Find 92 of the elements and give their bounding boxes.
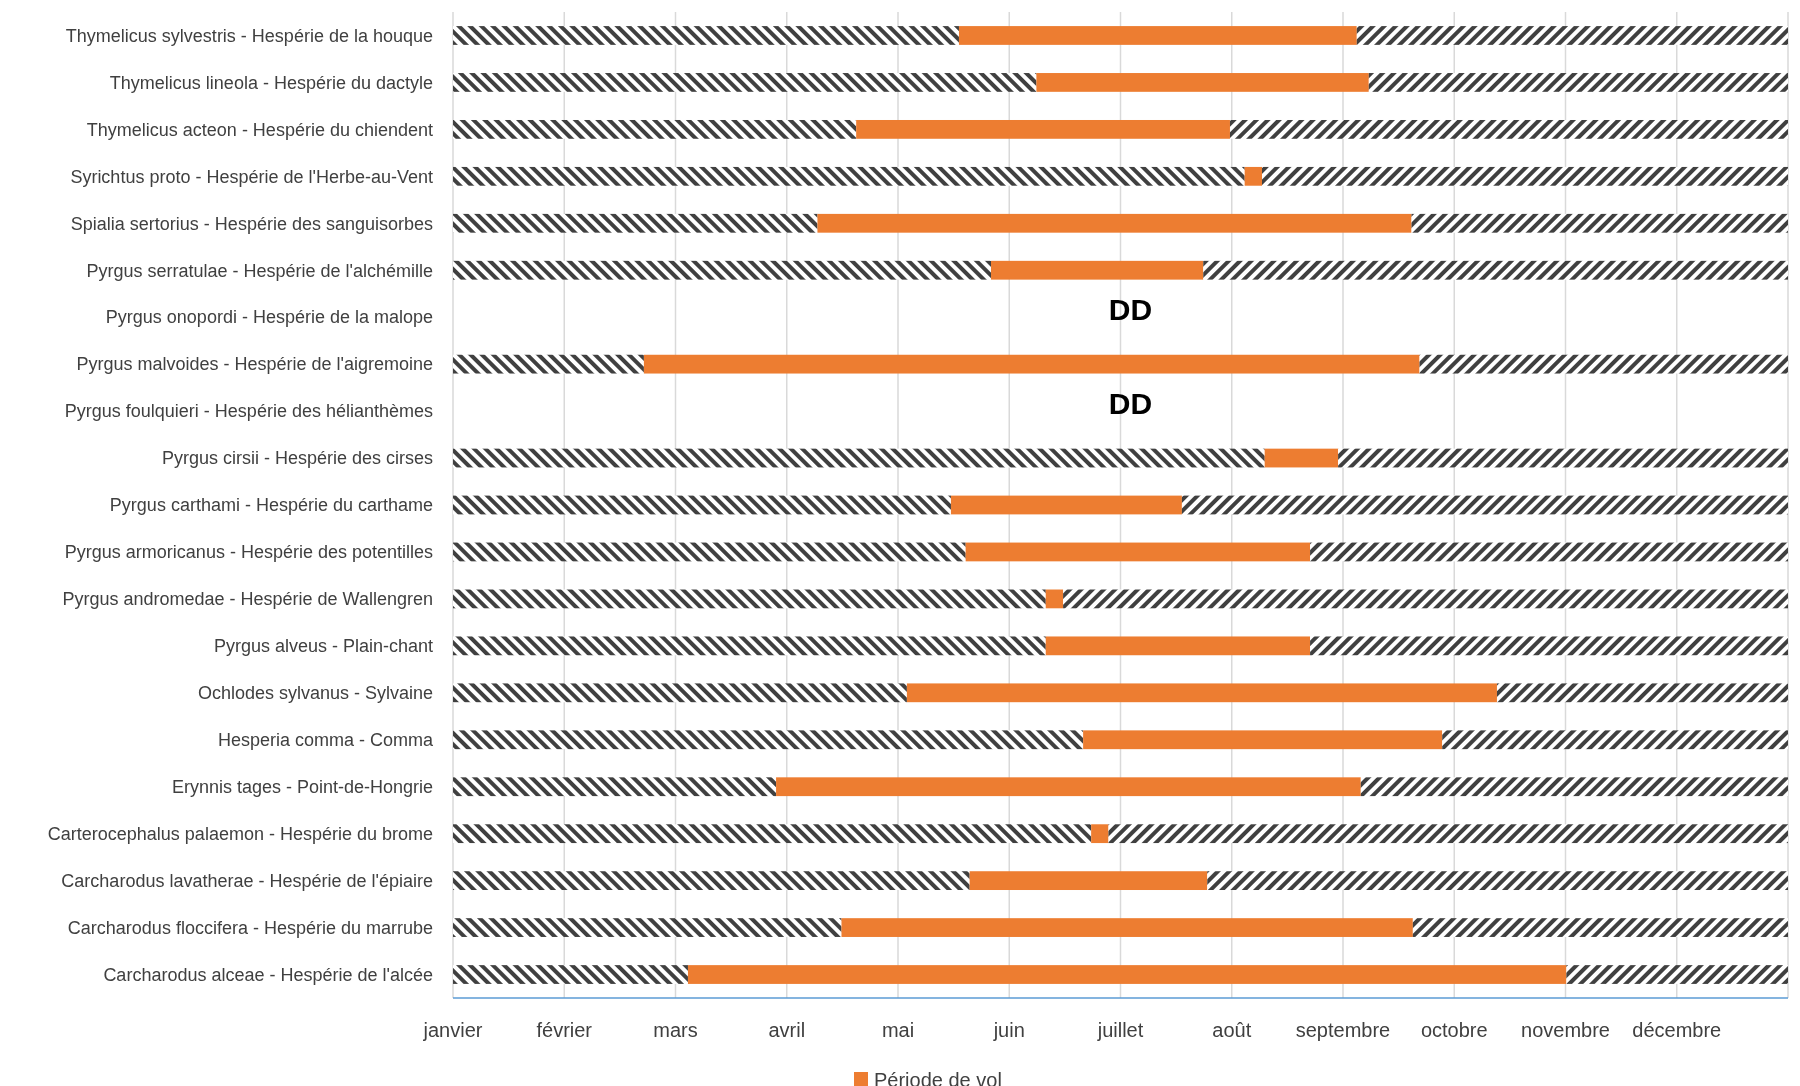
bar <box>687 965 1567 984</box>
bar <box>453 871 970 891</box>
text: avril <box>768 1019 806 1041</box>
bar <box>453 213 818 233</box>
bar <box>969 871 1208 891</box>
bar <box>1496 683 1788 703</box>
bar <box>453 777 777 797</box>
text: décembre <box>1632 1019 1722 1041</box>
text: juin <box>992 1019 1025 1041</box>
y-tick-label: Pyrgus serratulae - Hespérie de l'alchémille <box>86 260 433 281</box>
bar <box>1442 730 1788 750</box>
bar <box>1207 871 1789 891</box>
text: mai <box>881 1019 915 1041</box>
y-tick-label: Pyrgus malvoides - Hespérie de l'aigremoine <box>76 354 433 375</box>
bar <box>1045 636 1311 656</box>
bar <box>958 26 1357 45</box>
y-tick-label: Pyrgus cirsii - Hespérie des cirses <box>161 448 433 469</box>
text: juillet <box>1096 1019 1144 1041</box>
bar <box>453 542 966 562</box>
bar <box>453 730 1084 750</box>
bar <box>950 495 1182 515</box>
bar <box>1356 26 1789 45</box>
bar <box>1412 918 1788 937</box>
annotation: DD <box>1108 386 1153 420</box>
bar <box>1229 119 1788 139</box>
bar <box>1036 73 1369 92</box>
text: février <box>536 1019 593 1041</box>
y-tick-label: Carterocephalus palaemon - Hespérie du brome <box>47 823 433 844</box>
bar <box>1310 636 1788 656</box>
text: novembre <box>1521 1019 1610 1041</box>
bar <box>1338 448 1788 468</box>
bar <box>1063 589 1788 609</box>
y-tick-label: Pyrgus foulquieri - Hespérie des hélianthèmes <box>64 401 433 422</box>
y-tick-label: Carcharodus lavatherae - Hespérie de l'épiaire <box>61 870 433 891</box>
bar <box>453 683 907 703</box>
bar <box>1264 448 1339 468</box>
bar <box>1368 73 1788 92</box>
bar <box>453 260 992 280</box>
bar <box>453 495 951 515</box>
bar <box>1244 166 1263 186</box>
bar <box>643 354 1420 374</box>
bar <box>453 636 1046 656</box>
bar <box>1360 777 1788 797</box>
bar <box>453 26 959 45</box>
bar <box>776 777 1361 797</box>
bar <box>1203 260 1788 280</box>
bar <box>453 589 1046 609</box>
y-tick-label: Pyrgus andromedae - Hespérie de Wallengren <box>62 589 433 610</box>
bar <box>453 918 842 937</box>
bar <box>453 73 1037 92</box>
text: mars <box>653 1019 698 1041</box>
bar <box>1091 824 1109 844</box>
y-tick-label: Pyrgus onopordi - Hespérie de la malope <box>105 307 433 328</box>
bar <box>1310 542 1788 562</box>
y-tick-label: Pyrgus carthami - Hespérie du carthame <box>109 495 433 516</box>
bar <box>453 354 644 374</box>
bar <box>965 542 1311 562</box>
bar <box>991 260 1204 280</box>
y-tick-label: Erynnis tages - Point-de-Hongrie <box>171 777 433 798</box>
y-tick-label: Syrichtus proto - Hespérie de l'Herbe-au-Vent <box>70 166 433 187</box>
bar <box>1108 824 1788 844</box>
bar <box>841 918 1413 937</box>
bar <box>453 965 688 984</box>
y-tick-label: Spialia sertorius - Hespérie des sanguisorbes <box>70 213 433 234</box>
y-tick-label: Pyrgus armoricanus - Hespérie des potentilles <box>64 542 433 563</box>
y-tick-label: Thymelicus acteon - Hespérie du chiendent <box>86 119 433 140</box>
y-tick-label: Ochlodes sylvanus - Sylvaine <box>197 683 433 704</box>
bar <box>1411 213 1788 233</box>
text: janvier <box>422 1019 483 1041</box>
text: septembre <box>1295 1019 1391 1041</box>
y-tick-label: Pyrgus alveus - Plain-chant <box>213 636 433 657</box>
text: août <box>1212 1019 1252 1041</box>
bar <box>1566 965 1788 984</box>
text: octobre <box>1420 1019 1488 1041</box>
bar <box>1419 354 1788 374</box>
bar <box>453 119 857 139</box>
y-tick-label: Carcharodus floccifera - Hespérie du marrube <box>67 917 433 938</box>
bar <box>453 166 1245 186</box>
bar <box>1181 495 1788 515</box>
y-tick-label: Carcharodus alceae - Hespérie de l'alcée <box>103 964 433 985</box>
bar <box>817 213 1412 233</box>
bar <box>906 683 1497 703</box>
annotation: DD <box>1108 292 1153 326</box>
y-tick-label: Hesperia comma - Comma <box>217 730 434 751</box>
y-tick-label: Thymelicus lineola - Hespérie du dactyle <box>109 72 433 93</box>
y-tick-label: Thymelicus sylvestris - Hespérie de la houque <box>65 25 433 46</box>
bar <box>1262 166 1788 186</box>
bar <box>453 448 1265 468</box>
bar <box>856 119 1230 139</box>
bar <box>1045 589 1064 609</box>
bar <box>453 824 1092 844</box>
bar <box>1083 730 1443 750</box>
